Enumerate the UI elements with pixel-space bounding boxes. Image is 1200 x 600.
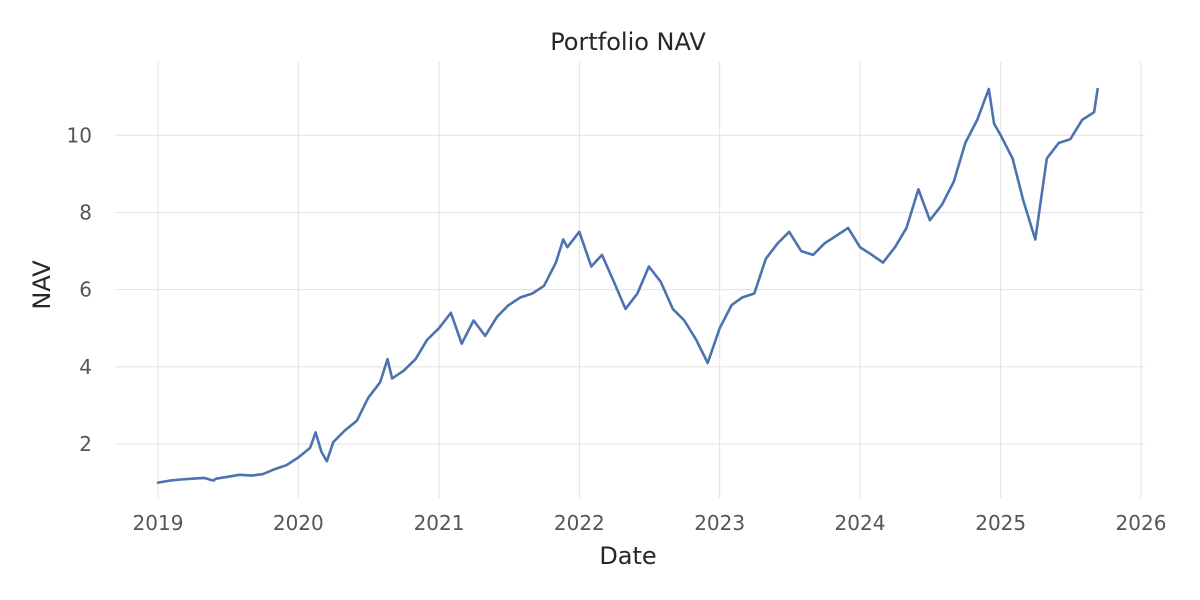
x-tick-label: 2023 <box>694 511 745 535</box>
nav-series-line <box>156 87 1099 484</box>
y-tick-label: 10 <box>67 123 92 147</box>
y-tick-label: 4 <box>79 355 92 379</box>
tick-label-layer: 2019 2020 2021 2022 2023 2024 2025 2026 2 4 6 8 10 <box>67 123 1167 535</box>
y-axis-label: NAV <box>28 260 56 310</box>
x-tick-label: 2021 <box>414 511 465 535</box>
y-tick-label: 6 <box>79 278 92 302</box>
x-tick-label: 2024 <box>835 511 886 535</box>
y-tick-label: 2 <box>79 432 92 456</box>
x-tick-label: 2025 <box>975 511 1026 535</box>
x-tick-label: 2020 <box>273 511 324 535</box>
y-tick-label: 8 <box>79 200 92 224</box>
x-axis-label: Date <box>599 542 656 570</box>
x-tick-label: 2019 <box>133 511 184 535</box>
x-tick-label: 2026 <box>1116 511 1167 535</box>
grid-layer <box>115 62 1145 498</box>
x-tick-label: 2022 <box>554 511 605 535</box>
chart-title: Portfolio NAV <box>550 28 706 56</box>
series-layer <box>156 87 1099 484</box>
